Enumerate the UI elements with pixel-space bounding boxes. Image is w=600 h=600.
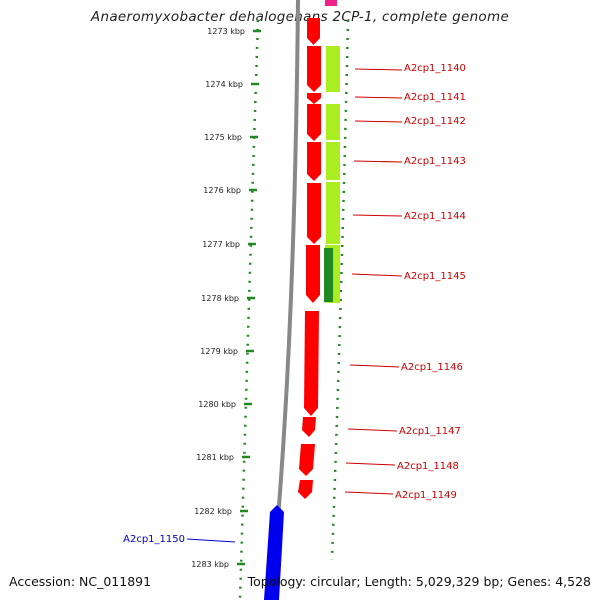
gene-leader-line [349,364,400,368]
ruler-ticks: 1273 kbp 1274 kbp 1275 kbp 1276 kbp 1277 kbp… [191,27,261,569]
gene-leader-line [352,214,403,217]
ruler-tick-label: 1274 kbp [205,80,243,89]
gene-arrow [302,417,316,437]
gene-leader-line [344,491,394,495]
ruler-tick-label: 1279 kbp [200,347,238,356]
gene-label: A2cp1_1148 [397,461,459,472]
ruler-tick-label: 1278 kbp [201,294,239,303]
gene-leader-line [354,96,403,99]
gene-leader-line [345,462,396,466]
cog-track [324,46,340,303]
gene-arrow [307,142,321,181]
ruler-tick-label: 1276 kbp [203,186,241,195]
ruler-tick-label: 1282 kbp [194,507,232,516]
ruler-tick-label: 1280 kbp [198,400,236,409]
gene-label: A2cp1_1144 [404,211,466,222]
gene-label: A2cp1_1142 [404,116,466,127]
gene-arrow-reverse [264,505,284,600]
ruler-tick-label: 1275 kbp [204,133,242,142]
gene-label: A2cp1_1149 [395,490,457,501]
gene-leader-line [351,273,403,277]
gene-arrow [307,46,321,92]
gene-label: A2cp1_1141 [404,92,466,103]
accession-text: Accession: NC_011891 [9,574,152,589]
gene-leader-line [347,428,398,432]
gene-arrow [298,480,313,499]
ruler-tick-label: 1273 kbp [207,27,245,36]
gene-arrow [306,245,320,303]
gene-labels: A2cp1_1140 A2cp1_1141 A2cp1_1142 A2cp1_1143… [123,63,466,545]
gene-leader-line [354,68,403,71]
ruler-tick-label: 1281 kbp [196,453,234,462]
map-title: Anaeromyxobacter dehalogenans 2CP-1, com… [90,9,510,25]
gene-label: A2cp1_1140 [404,63,466,74]
ruler-tick-label: 1277 kbp [202,240,240,249]
gene-arrow [307,93,321,104]
gene-label: A2cp1_1145 [404,271,466,282]
ruler-tick-label: 1283 kbp [191,560,229,569]
gene-leader-line [353,160,403,163]
gene-arrow [304,311,319,416]
gene-arrow [299,444,315,476]
gene-arrow [307,183,321,244]
ruler-track [238,19,260,600]
gene-leader-line [186,538,236,543]
gene-label: A2cp1_1143 [404,156,466,167]
gene-leader-line [354,120,403,123]
gene-arrow [307,104,321,141]
gene-arrow [307,18,320,45]
gene-label: A2cp1_1147 [399,426,461,437]
gene-arrows [264,18,321,600]
genome-summary: Topology: circular; Length: 5,029,329 bp… [247,574,591,589]
top-feature [325,0,337,6]
gene-label: A2cp1_1150 [123,534,185,545]
gene-label: A2cp1_1146 [401,362,463,373]
